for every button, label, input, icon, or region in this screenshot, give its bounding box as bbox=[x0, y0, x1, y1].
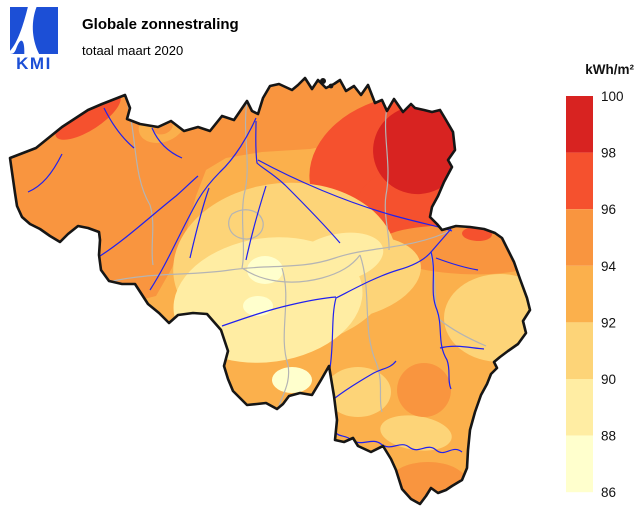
legend-band-90-92 bbox=[566, 322, 593, 379]
brussels-region-border bbox=[228, 209, 264, 240]
river-lesse bbox=[334, 360, 397, 399]
river-meuse-north bbox=[448, 167, 467, 227]
region-limburg-max-98-100 bbox=[373, 105, 463, 195]
legend-tick-100: 100 bbox=[601, 89, 624, 104]
province-border bbox=[278, 267, 290, 407]
legend-band-94-96 bbox=[566, 209, 593, 266]
legend-band-88-90 bbox=[566, 379, 593, 436]
baarle-enclave-dot bbox=[328, 83, 334, 89]
coastal-canal bbox=[103, 107, 135, 149]
province-border bbox=[241, 254, 361, 283]
legend-band-98-100 bbox=[566, 96, 593, 153]
legend: kWh/m² 100 98 96 94 92 90 88 86 bbox=[566, 62, 635, 500]
region-famenne-south-90-92 bbox=[380, 415, 452, 451]
page-subtitle: totaal maart 2020 bbox=[82, 43, 184, 58]
page-title: Globale zonnestraling bbox=[82, 16, 239, 33]
river-dijle-rupel bbox=[255, 120, 341, 244]
kmi-logo-mark bbox=[10, 7, 58, 54]
legend-tick-92: 92 bbox=[601, 315, 616, 330]
legend-tick-98: 98 bbox=[601, 146, 616, 161]
province-border bbox=[124, 94, 154, 266]
region-min-spot-a-86-88 bbox=[247, 256, 283, 284]
legend-tick-88: 88 bbox=[601, 429, 616, 444]
map-header: Globale zonnestraling totaal maart 2020 bbox=[82, 16, 239, 58]
logo-swoosh bbox=[10, 7, 40, 54]
legend-tick-94: 94 bbox=[601, 259, 617, 274]
albert-canal bbox=[257, 159, 453, 232]
region-ardennes-patch-94-96 bbox=[397, 363, 451, 417]
enclave-layer bbox=[320, 78, 334, 89]
region-hesbaye-88-90 bbox=[292, 232, 384, 284]
legend-unit-label: kWh/m² bbox=[585, 62, 634, 77]
river-dender bbox=[189, 187, 210, 259]
legend-tick-96: 96 bbox=[601, 202, 616, 217]
region-min-spot-b-86-88 bbox=[272, 367, 312, 393]
kmi-logo: KMI bbox=[10, 7, 58, 72]
region-famenne-west-90-92 bbox=[325, 367, 391, 417]
province-border bbox=[384, 106, 390, 251]
region-high-fens-90-92 bbox=[444, 274, 530, 362]
kmi-logo-text: KMI bbox=[16, 54, 52, 73]
region-min-spot-c-86-88 bbox=[243, 296, 273, 316]
river-yser bbox=[27, 153, 63, 193]
river-scheldt bbox=[149, 117, 257, 291]
river-vesdre bbox=[435, 257, 479, 271]
river-layer bbox=[27, 107, 485, 454]
legend-tick-86: 86 bbox=[601, 485, 616, 500]
legend-band-96-98 bbox=[566, 152, 593, 210]
legend-band-92-94 bbox=[566, 265, 593, 323]
river-leie bbox=[99, 175, 199, 257]
river-ambleve bbox=[439, 345, 485, 350]
baarle-enclave-dot bbox=[320, 78, 326, 84]
province-border bbox=[108, 229, 453, 283]
legend-band-86-88 bbox=[566, 435, 593, 493]
river-sambre bbox=[221, 296, 337, 327]
river-ourthe bbox=[430, 251, 452, 390]
ghent-canal bbox=[151, 127, 183, 159]
river-meuse bbox=[329, 228, 452, 369]
river-senne bbox=[245, 185, 267, 261]
legend-tick-90: 90 bbox=[601, 372, 616, 387]
province-border bbox=[241, 100, 248, 269]
